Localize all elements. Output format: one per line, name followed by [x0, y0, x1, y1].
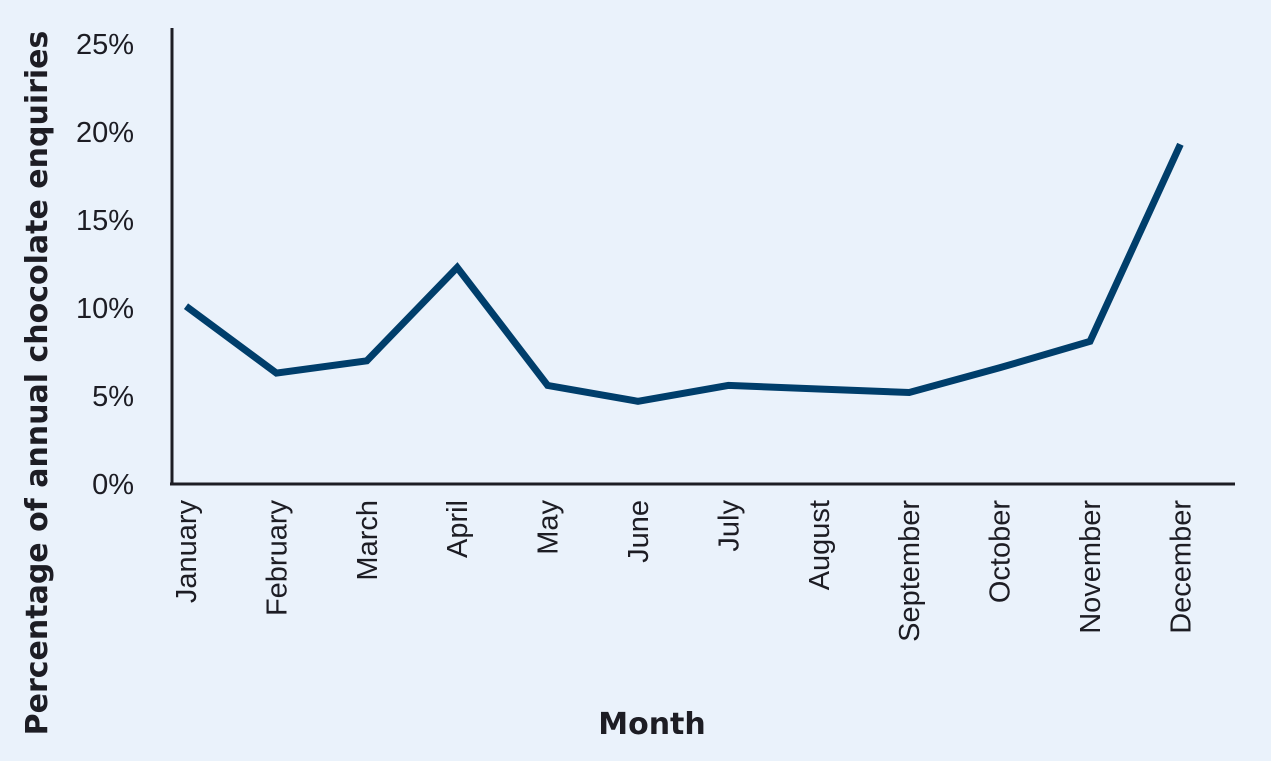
x-tick-label: August [804, 500, 836, 590]
x-tick-label: April [442, 500, 474, 558]
y-axis-title: Percentage of annual chocolate enquiries [20, 31, 55, 736]
x-axis-ticks: January February March April May June July Augu… [171, 500, 1197, 642]
y-tick-label: 15% [76, 205, 134, 237]
y-tick-label: 0% [92, 469, 134, 501]
x-tick-label: November [1075, 500, 1107, 634]
y-tick-label: 5% [92, 381, 134, 413]
x-tick-label: March [352, 500, 384, 581]
series-layer [183, 142, 1184, 405]
y-tick-label: 10% [76, 293, 134, 325]
y-tick-label: 25% [76, 29, 134, 61]
y-tick-label: 20% [76, 117, 134, 149]
x-tick-label: May [533, 500, 565, 555]
y-axis-ticks: 0% 5% 10% 15% 20% 25% [76, 29, 134, 501]
x-tick-label: January [171, 500, 203, 604]
x-tick-label: December [1165, 500, 1197, 634]
x-tick-label: October [985, 500, 1017, 603]
x-tick-label: June [623, 500, 655, 563]
series-line [183, 142, 1184, 405]
x-tick-label: September [894, 500, 926, 642]
x-tick-label: February [261, 500, 293, 617]
x-tick-label: July [713, 500, 745, 552]
x-axis-title: Month [598, 707, 706, 742]
